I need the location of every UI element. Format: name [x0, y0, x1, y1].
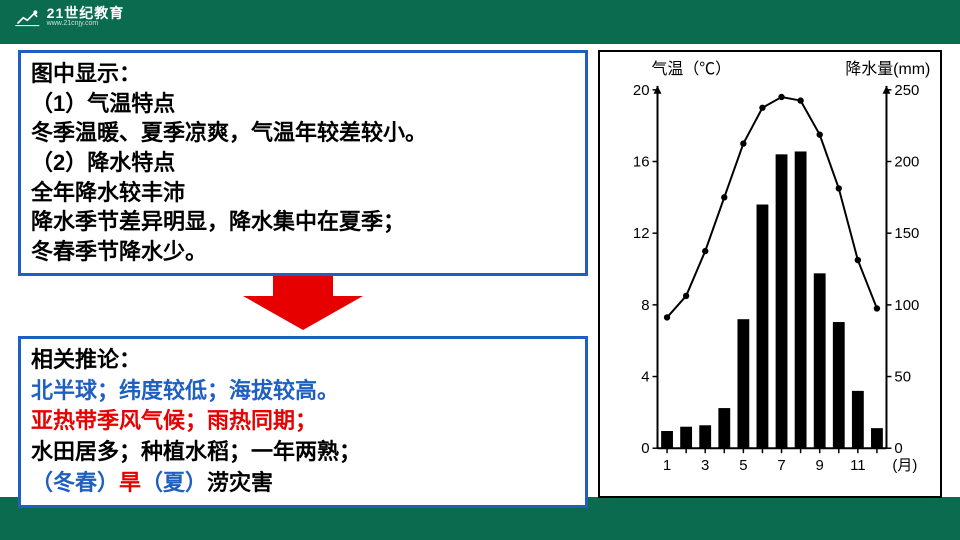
svg-text:11: 11 [850, 457, 866, 474]
conclusion-box: 相关推论： 北半球；纬度较低；海拔较高。 亚热带季风气候；雨热同期； 水田居多；… [18, 336, 588, 508]
line: 降水季节差异明显，降水集中在夏季； [31, 207, 575, 237]
frag: （夏） [141, 470, 207, 495]
line: 水田居多；种植水稻；一年两熟； [31, 437, 575, 468]
line: 相关推论： [31, 345, 575, 376]
svg-text:4: 4 [641, 369, 649, 386]
analysis-box: 图中显示： （1）气温特点 冬季温暖、夏季凉爽，气温年较差较小。 （2）降水特点… [18, 50, 588, 276]
svg-text:250: 250 [894, 82, 919, 99]
brand-cn: 21世纪教育 [47, 6, 125, 20]
line: 全年降水较丰沛 [31, 178, 575, 208]
svg-text:50: 50 [894, 369, 911, 386]
content: 图中显示： （1）气温特点 冬季温暖、夏季凉爽，气温年较差较小。 （2）降水特点… [18, 50, 942, 498]
line: （2）降水特点 [31, 148, 575, 178]
footer-bar [0, 504, 960, 540]
line: 图中显示： [31, 59, 575, 89]
line: （1）气温特点 [31, 89, 575, 119]
svg-text:200: 200 [894, 153, 919, 170]
svg-text:(月): (月) [892, 457, 917, 474]
svg-text:20: 20 [633, 82, 650, 99]
svg-text:16: 16 [633, 153, 650, 170]
right-column: 气温（℃）降水量(mm)0481216200501001502002501357… [598, 50, 942, 498]
svg-text:0: 0 [894, 440, 902, 457]
down-arrow-icon [243, 276, 363, 330]
frag: 旱 [119, 470, 141, 495]
svg-text:150: 150 [894, 225, 919, 242]
svg-text:降水量(mm): 降水量(mm) [845, 60, 930, 78]
frag: （冬春） [31, 470, 119, 495]
svg-text:5: 5 [739, 457, 747, 474]
line-mixed: （冬春）旱（夏）涝灾害 [31, 468, 575, 499]
svg-text:8: 8 [641, 297, 649, 314]
svg-text:1: 1 [663, 457, 671, 474]
line: 冬春季节降水少。 [31, 237, 575, 267]
svg-text:100: 100 [894, 297, 919, 314]
svg-text:0: 0 [641, 440, 649, 457]
slide: 21世纪教育 www.21cnjy.com 21CNJY 图中显示： （1）气温… [0, 0, 960, 540]
brand-logo: 21世纪教育 www.21cnjy.com [14, 6, 124, 27]
line: 冬季温暖、夏季凉爽，气温年较差较小。 [31, 118, 575, 148]
brand-en: www.21cnjy.com [47, 20, 125, 27]
header-bar [0, 0, 960, 44]
frag: 涝灾害 [207, 470, 273, 495]
line-blue: 北半球；纬度较低；海拔较高。 [31, 376, 575, 407]
svg-text:气温（℃）: 气温（℃） [652, 60, 732, 78]
svg-text:9: 9 [816, 457, 824, 474]
svg-text:12: 12 [633, 225, 650, 242]
climate-chart: 气温（℃）降水量(mm)0481216200501001502002501357… [598, 50, 942, 498]
arrow-wrap [18, 276, 588, 330]
left-column: 图中显示： （1）气温特点 冬季温暖、夏季凉爽，气温年较差较小。 （2）降水特点… [18, 50, 588, 498]
chart-svg: 气温（℃）降水量(mm)0481216200501001502002501357… [600, 52, 940, 496]
svg-text:7: 7 [777, 457, 785, 474]
svg-text:3: 3 [701, 457, 709, 474]
runner-icon [14, 7, 41, 27]
line-red: 亚热带季风气候；雨热同期； [31, 406, 575, 437]
